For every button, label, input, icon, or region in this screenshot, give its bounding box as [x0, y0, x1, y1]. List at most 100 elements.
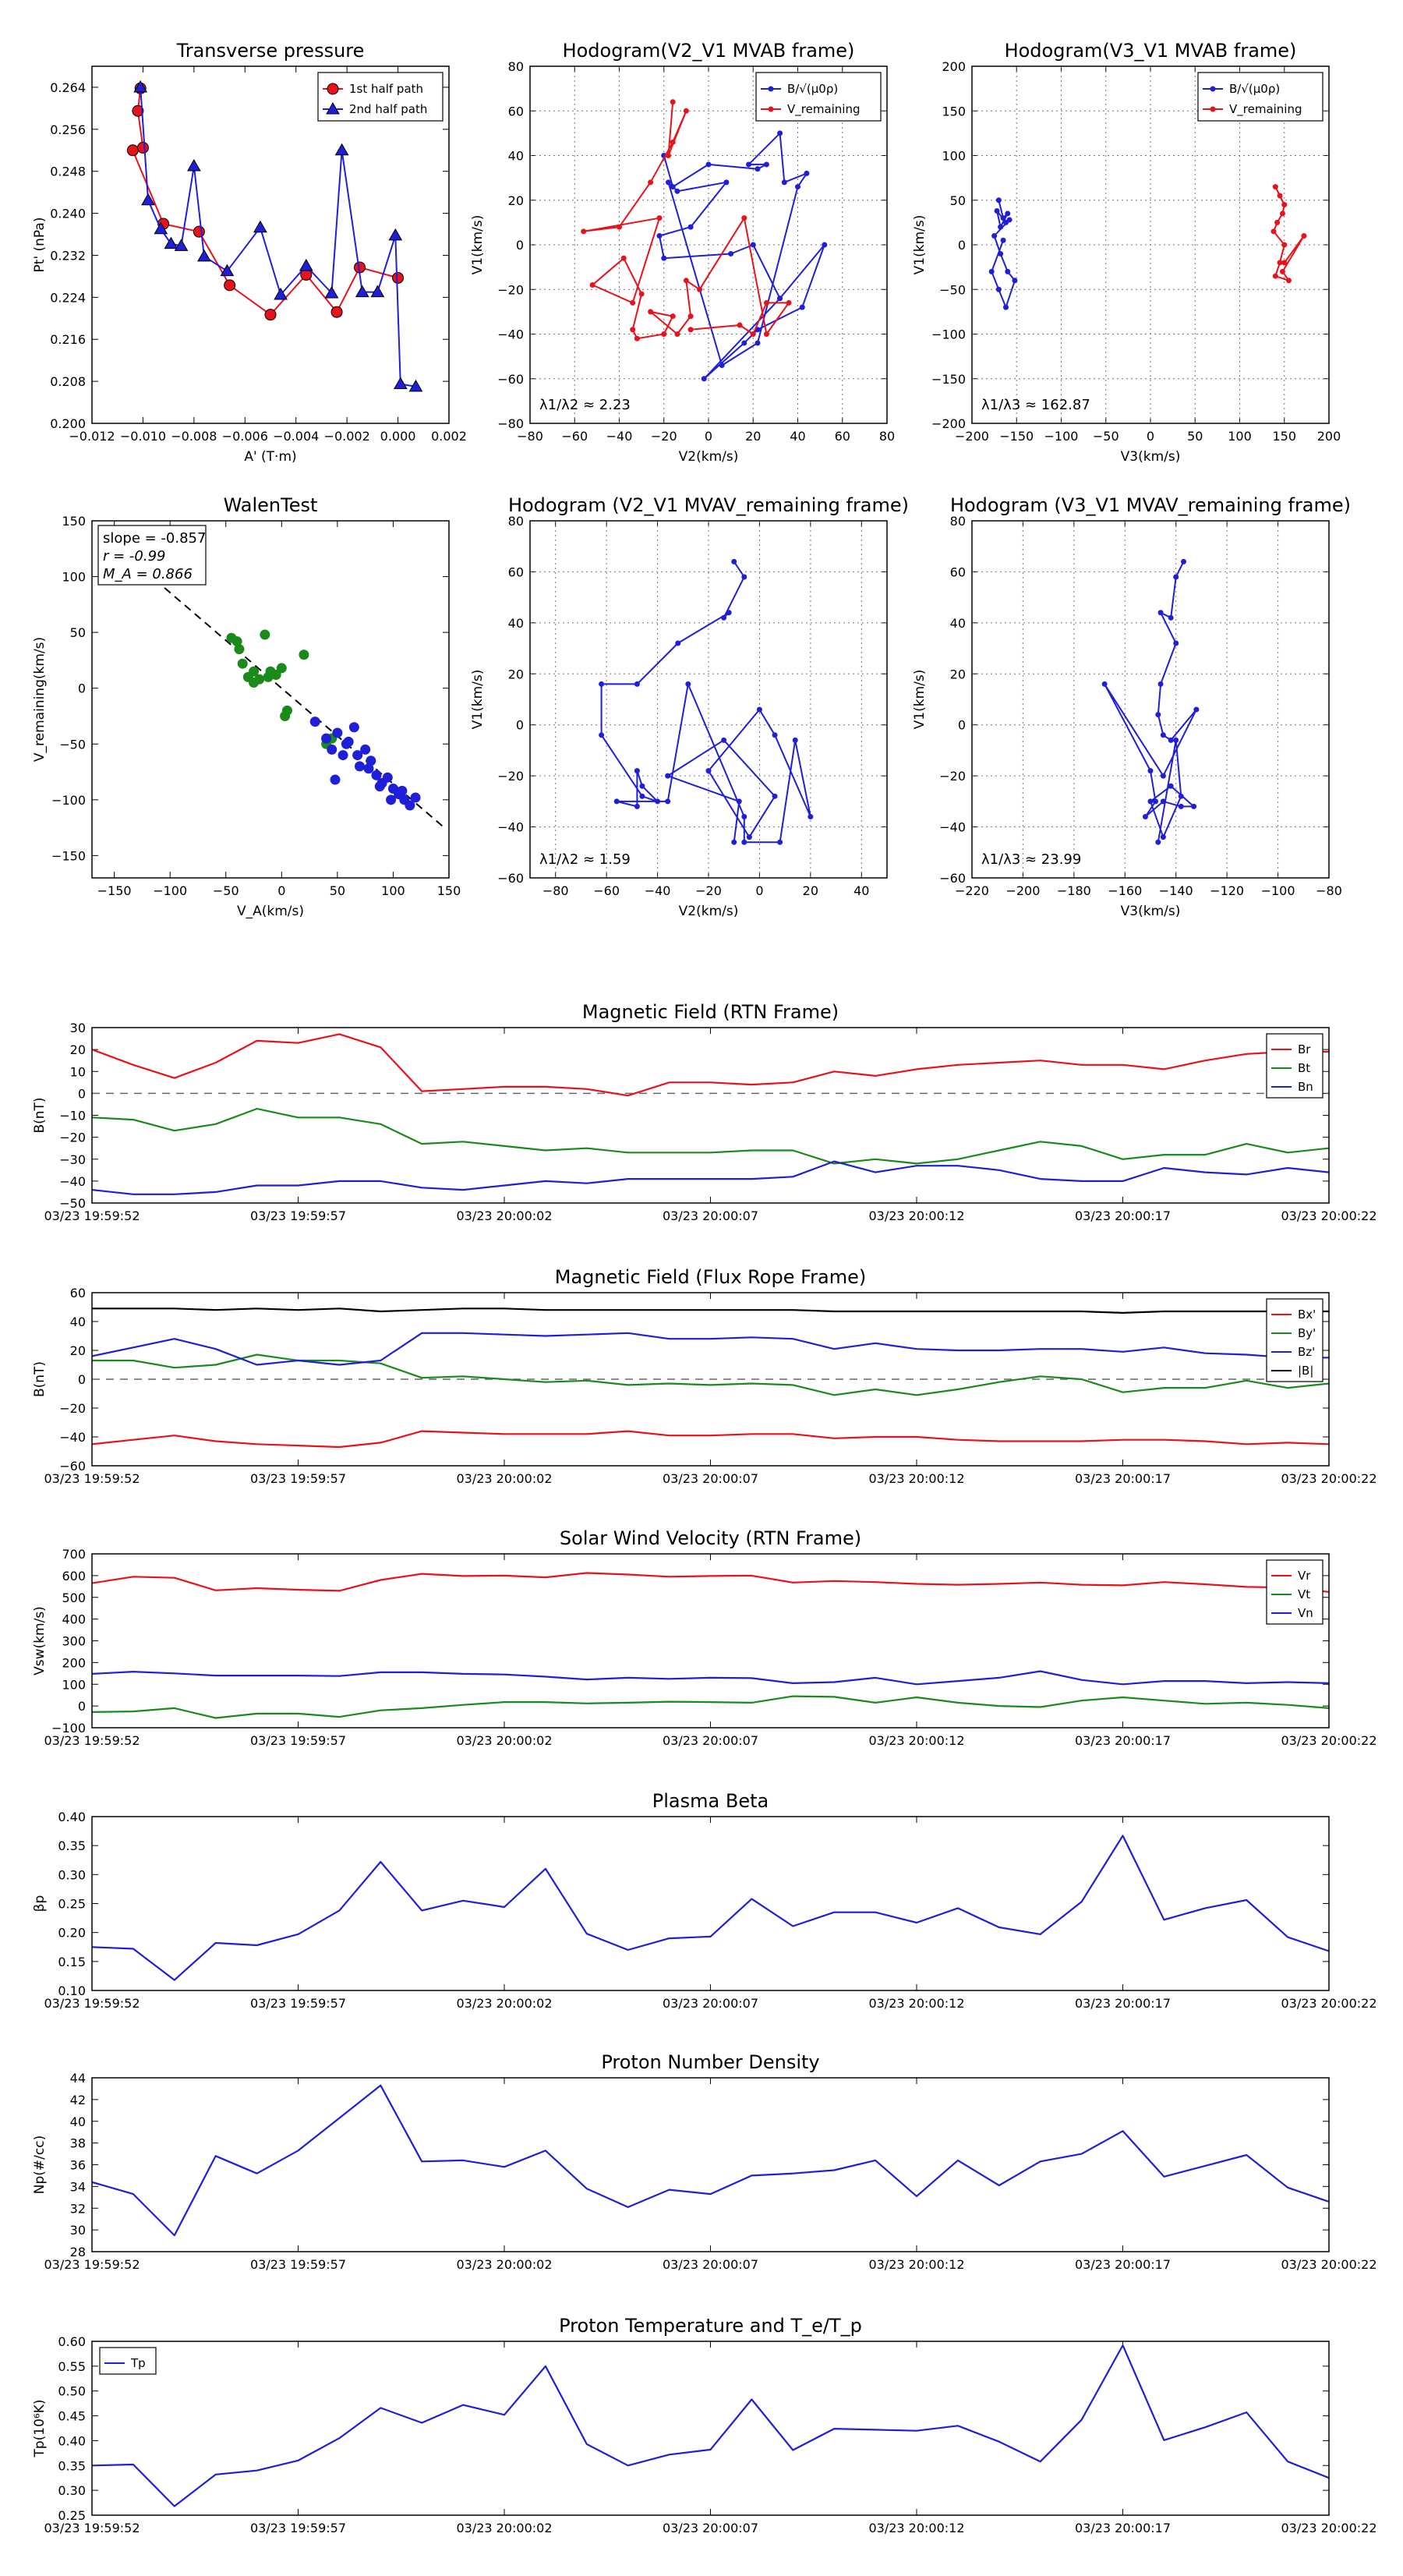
chart-title: WalenTest: [224, 494, 318, 516]
scatter-point: [299, 649, 309, 660]
legend-marker: [768, 86, 774, 92]
chart-hodogram-v2-v1-mvav: Hodogram (V2_V1 MVAV_remaining frame) −60…: [470, 494, 909, 919]
x-tick-label: −0.008: [171, 429, 217, 444]
scatter-point: [270, 670, 281, 681]
data-point: [741, 839, 747, 845]
x-tick-label: −60: [593, 883, 620, 898]
x-tick-label: −220: [955, 883, 989, 898]
annotation-box: [97, 525, 207, 586]
x-tick-label: 03/23 20:00:07: [663, 1471, 758, 1486]
data-point: [1157, 610, 1164, 616]
y-axis-label: V1(km/s): [470, 215, 486, 275]
data-point: [1005, 268, 1011, 274]
data-point: [393, 377, 408, 389]
x-tick-label: 03/23 20:00:17: [1075, 1471, 1171, 1486]
chart-title: Hodogram (V2_V1 MVAV_remaining frame): [508, 494, 909, 516]
y-tick-label: −20: [497, 769, 524, 784]
x-tick-label: 03/23 19:59:57: [250, 1208, 346, 1223]
data-point: [763, 161, 769, 168]
scatter-point: [263, 671, 274, 682]
chart-hodogram-v2-v1-mvab: Hodogram(V2_V1 MVAB frame) −80 −60 −40 −20 0 2…: [470, 40, 895, 465]
data-point: [133, 80, 148, 93]
x-tick-label: 03/23 19:59:57: [250, 1996, 346, 2011]
data-point: [174, 239, 189, 251]
data-point: [299, 258, 313, 271]
x-tick-label: 20: [803, 883, 818, 898]
data-point: [995, 197, 1002, 203]
data-point: [719, 363, 725, 369]
x-tick-label: −0.012: [69, 429, 115, 444]
series-Bt: [92, 1107, 1329, 1165]
legend: Tp: [99, 2347, 157, 2375]
data-point: [786, 299, 792, 306]
series-line: [132, 88, 398, 316]
y-tick-label: 700: [62, 1547, 86, 1562]
x-tick-label: −150: [999, 429, 1034, 444]
series-group-blue: [309, 717, 421, 811]
x-tick-label: 50: [330, 883, 345, 898]
data-point: [1281, 260, 1288, 266]
y-tick-label: 60: [508, 104, 524, 119]
annotation-text: λ1/λ2 ≈ 2.23: [539, 397, 631, 413]
data-point: [1101, 681, 1108, 687]
chart-plasma-beta: Plasma Beta 0.10 0.15 0.20 0.25 0.30 0.35 0.40 0…: [32, 1790, 1377, 2011]
x-tick-label: 03/23 19:59:52: [44, 1733, 140, 1748]
data-point: [1168, 737, 1174, 743]
data-point: [687, 224, 694, 230]
data-point: [1173, 737, 1179, 743]
data-point: [1005, 211, 1011, 217]
legend-label-1: By': [1298, 1326, 1316, 1340]
y-tick-label: 10: [70, 1064, 86, 1079]
data-point: [638, 291, 645, 297]
data-point: [1155, 839, 1161, 845]
x-tick-label: 0: [755, 883, 763, 898]
x-tick-label: 200: [1317, 429, 1341, 444]
x-tick-label: 80: [879, 429, 895, 444]
data-point: [1270, 228, 1277, 235]
y-tick-label: 42: [70, 2093, 86, 2107]
x-tick-label: 03/23 19:59:57: [250, 2521, 346, 2535]
x-tick-label: 03/23 20:00:12: [868, 2521, 964, 2535]
series-velocity: [1101, 558, 1200, 845]
data-point: [726, 610, 732, 616]
data-point: [599, 732, 605, 738]
y-tick-label: 0: [78, 1699, 86, 1714]
series-line: [92, 1307, 1329, 1315]
y-tick-label: 40: [950, 616, 966, 631]
data-point: [634, 681, 640, 687]
series-line: [92, 1033, 1329, 1097]
data-point: [822, 242, 828, 248]
chart-hodogram-v3-v1-mvab: Hodogram(V3_V1 MVAB frame) −200 −150 −100 −5…: [912, 40, 1341, 465]
y-tick-label: −40: [497, 820, 524, 835]
data-point: [728, 250, 734, 257]
series-By': [92, 1353, 1329, 1396]
data-point: [1000, 237, 1006, 243]
y-tick-label: 0.25: [58, 1897, 86, 1912]
data-point: [697, 286, 703, 292]
data-point: [777, 839, 783, 845]
data-point: [132, 104, 144, 117]
x-tick-label: 150: [1272, 429, 1296, 444]
x-tick-label: 03/23 19:59:57: [250, 2257, 346, 2272]
x-tick-label: 03/23 20:00:07: [663, 2257, 758, 2272]
data-point: [1153, 798, 1159, 805]
data-point: [1160, 798, 1166, 805]
data-point: [723, 179, 730, 186]
y-tick-label: 0.10: [58, 1983, 86, 1998]
x-tick-label: 03/23 19:59:57: [250, 1471, 346, 1486]
x-tick-label: 03/23 20:00:07: [663, 1733, 758, 1748]
scatter-point: [386, 794, 397, 805]
data-point: [1272, 273, 1278, 279]
data-point: [670, 313, 676, 320]
data-point: [781, 179, 787, 186]
y-tick-label: 0.208: [50, 374, 86, 389]
x-tick-label: −60: [561, 429, 588, 444]
x-tick-label: 03/23 20:00:07: [663, 1996, 758, 2011]
data-point: [355, 285, 369, 298]
data-point: [630, 299, 636, 306]
legend: Vr Vt Vn: [1266, 1559, 1323, 1625]
data-point: [792, 737, 798, 743]
scatter-point: [327, 744, 337, 755]
y-tick-label: 0: [78, 681, 86, 696]
